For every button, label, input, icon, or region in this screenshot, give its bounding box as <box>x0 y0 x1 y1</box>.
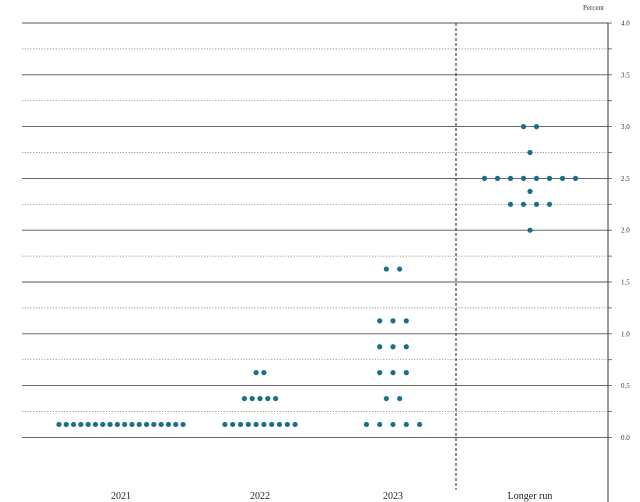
participant-dot <box>383 266 389 272</box>
participant-dot <box>520 124 527 130</box>
participant-dot <box>397 395 403 402</box>
unit-label: Percent <box>583 4 604 12</box>
participant-dot <box>403 421 409 428</box>
y-tick-labels: 4.0 3.5 3.0 2.5 2.0 1.5 1.0 0.5 0.0 <box>621 20 630 442</box>
participant-dot <box>390 344 396 350</box>
participant-dot <box>151 421 157 428</box>
participant-dot <box>143 421 150 428</box>
participant-dot <box>533 175 540 181</box>
participant-dot <box>403 344 409 350</box>
participant-dot <box>129 421 135 428</box>
participant-dot <box>377 370 383 376</box>
x-category-label: 2022 <box>250 491 270 502</box>
participant-dot <box>390 421 396 428</box>
participant-dot <box>520 175 527 181</box>
dot-marks <box>56 124 579 428</box>
participant-dot <box>559 175 566 181</box>
participant-dot <box>230 421 236 428</box>
participant-dot <box>136 421 142 428</box>
x-category-labels: 2021 2022 2023 Longer run <box>111 491 552 502</box>
participant-dot <box>403 318 409 324</box>
participant-dot <box>520 201 527 207</box>
grid-lines <box>22 22 612 438</box>
participant-dot <box>173 421 179 428</box>
participant-dot <box>158 421 164 428</box>
participant-dot <box>390 318 396 324</box>
participant-dot <box>114 421 120 428</box>
participant-dot <box>390 370 396 376</box>
participant-dot <box>533 201 540 207</box>
participant-dot <box>377 318 383 324</box>
participant-dot <box>253 370 259 376</box>
participant-dot <box>527 227 533 233</box>
participant-dot <box>572 175 579 181</box>
participant-dot <box>122 421 128 428</box>
participant-dot <box>292 421 298 428</box>
participant-dot <box>507 201 514 207</box>
participant-dot <box>527 188 533 194</box>
participant-dot <box>261 421 267 428</box>
participant-dot <box>507 175 514 181</box>
participant-dot <box>241 395 247 402</box>
y-tick-label: 3.0 <box>621 123 630 131</box>
participant-dot <box>63 421 69 428</box>
x-category-label: Longer run <box>508 491 553 502</box>
participant-dot <box>56 421 62 428</box>
y-tick-label: 0.5 <box>621 382 630 390</box>
participant-dot <box>397 266 403 272</box>
participant-dot <box>417 421 423 428</box>
participant-dot <box>273 395 279 402</box>
participant-dot <box>527 149 533 156</box>
y-tick-label: 1.5 <box>621 279 630 287</box>
participant-dot <box>276 421 283 428</box>
participant-dot <box>269 421 275 428</box>
participant-dot <box>383 395 389 402</box>
y-tick-label: 0.0 <box>621 434 630 442</box>
participant-dot <box>78 421 84 428</box>
participant-dot <box>253 421 259 428</box>
x-category-label: 2021 <box>111 491 131 502</box>
participant-dot <box>284 421 290 428</box>
participant-dot <box>533 124 540 130</box>
participant-dot <box>222 421 228 428</box>
participant-dot <box>107 421 113 428</box>
participant-dot <box>377 344 383 350</box>
participant-dot <box>261 370 267 376</box>
participant-dot <box>403 370 409 376</box>
participant-dot <box>265 395 271 402</box>
participant-dot <box>165 421 172 428</box>
participant-dot <box>494 175 501 181</box>
y-tick-label: 2.5 <box>621 175 630 183</box>
participant-dot <box>546 175 553 181</box>
y-tick-label: 2.0 <box>621 227 630 235</box>
x-category-label: 2023 <box>383 491 403 502</box>
axis-lines <box>455 23 609 502</box>
participant-dot <box>70 421 77 428</box>
participant-dot <box>363 421 369 428</box>
y-tick-label: 1.0 <box>621 330 630 338</box>
participant-dot <box>249 395 255 402</box>
participant-dot <box>546 201 553 207</box>
participant-dot <box>180 421 186 428</box>
participant-dot <box>245 421 251 428</box>
participant-dot <box>92 421 99 428</box>
y-tick-label: 3.5 <box>621 71 630 79</box>
participant-dot <box>100 421 106 428</box>
participant-dot <box>237 421 244 428</box>
participant-dot <box>257 395 263 402</box>
participant-dot <box>481 175 488 181</box>
y-tick-label: 4.0 <box>621 20 630 28</box>
participant-dot <box>377 421 383 428</box>
participant-dot <box>85 421 91 428</box>
